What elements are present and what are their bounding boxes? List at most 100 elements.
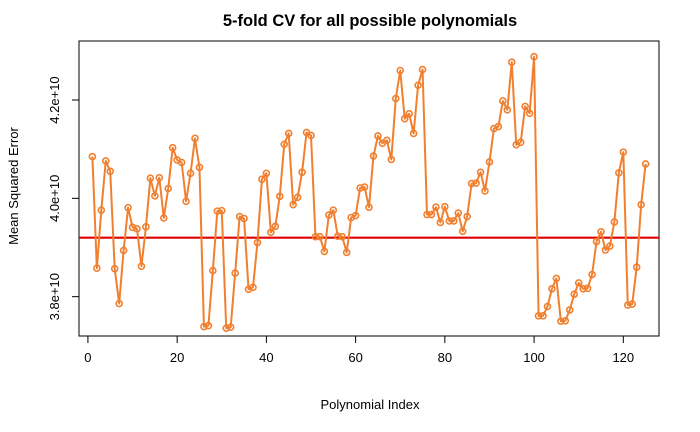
data-point [441,202,449,211]
data-point [293,193,302,202]
data-point [423,210,431,219]
data-point [601,246,610,254]
x-tick-label: 100 [523,350,545,365]
data-point [414,81,422,90]
data-point [195,163,204,172]
data-point [209,266,217,275]
data-point [110,264,119,273]
data-point [88,152,97,161]
data-point [548,284,556,293]
data-point [391,94,400,103]
data-point [275,192,284,201]
data-point [436,218,445,227]
y-tick-label: 4.2e+10 [47,76,62,123]
data-point [637,200,645,209]
data-point [320,247,329,256]
data-point [133,225,141,233]
series-layer [88,52,650,332]
data-point [427,210,436,219]
data-point [530,52,538,61]
data-point [226,323,235,331]
data-point [146,174,155,182]
x-tick-label: 120 [612,350,634,365]
data-point [499,97,507,105]
data-point [128,223,137,232]
data-point [151,192,159,200]
plot-frame [78,40,660,337]
data-point [204,321,213,330]
data-point [213,207,222,215]
data-point [200,322,208,331]
data-point [284,129,293,138]
data-point [623,301,632,309]
data-point [338,232,347,241]
data-point [641,160,650,168]
data-point [365,203,373,211]
data-point [101,157,110,165]
data-point [329,206,338,214]
x-tick-label: 0 [84,350,91,365]
data-point [503,106,512,114]
data-point [543,302,552,311]
data-point [258,175,266,183]
data-point [142,223,150,231]
data-point [316,232,324,241]
data-point [557,317,565,326]
data-point [249,283,257,292]
data-point [240,214,248,223]
data-point [124,203,132,212]
data-point [463,212,471,221]
data-point [467,179,476,188]
data-point [561,316,570,325]
data-point [360,183,369,191]
data-point [374,132,382,140]
data-point [418,65,427,74]
data-point [177,158,186,167]
data-point [115,299,123,308]
data-point [311,232,320,241]
data-point [525,109,534,118]
data-point [445,217,454,225]
data-point [507,58,516,66]
data-point [619,148,628,156]
data-point [333,232,342,240]
data-point [400,114,409,123]
data-point [182,197,190,206]
data-point [222,324,231,332]
data-point [289,200,297,209]
data-point [405,109,413,118]
y-tick-label: 3.8e+10 [47,273,62,320]
data-point [579,284,587,293]
data-point [454,209,463,217]
data-point [481,187,489,195]
data-point [565,306,574,314]
data-point [516,138,525,147]
x-tick-label: 60 [348,350,362,365]
data-point [271,222,280,231]
data-point [628,300,637,308]
data-point [383,136,391,145]
data-point [458,227,467,236]
data-point [307,131,315,140]
data-point [159,214,168,222]
data-point [592,237,601,246]
data-point [588,270,596,279]
x-tick-label: 40 [259,350,273,365]
data-point [119,246,128,255]
data-point [574,279,583,287]
data-point [298,168,306,177]
data-point [597,227,605,236]
data-point [432,203,440,211]
data-point [606,242,614,250]
data-point [342,248,351,257]
data-point [217,206,226,215]
data-point [351,211,360,220]
data-point [396,66,405,75]
data-point [369,152,378,160]
x-tick-label: 20 [170,350,184,365]
data-point [583,284,592,293]
data-point [253,238,262,247]
data-point [552,274,561,283]
data-point [137,262,146,270]
